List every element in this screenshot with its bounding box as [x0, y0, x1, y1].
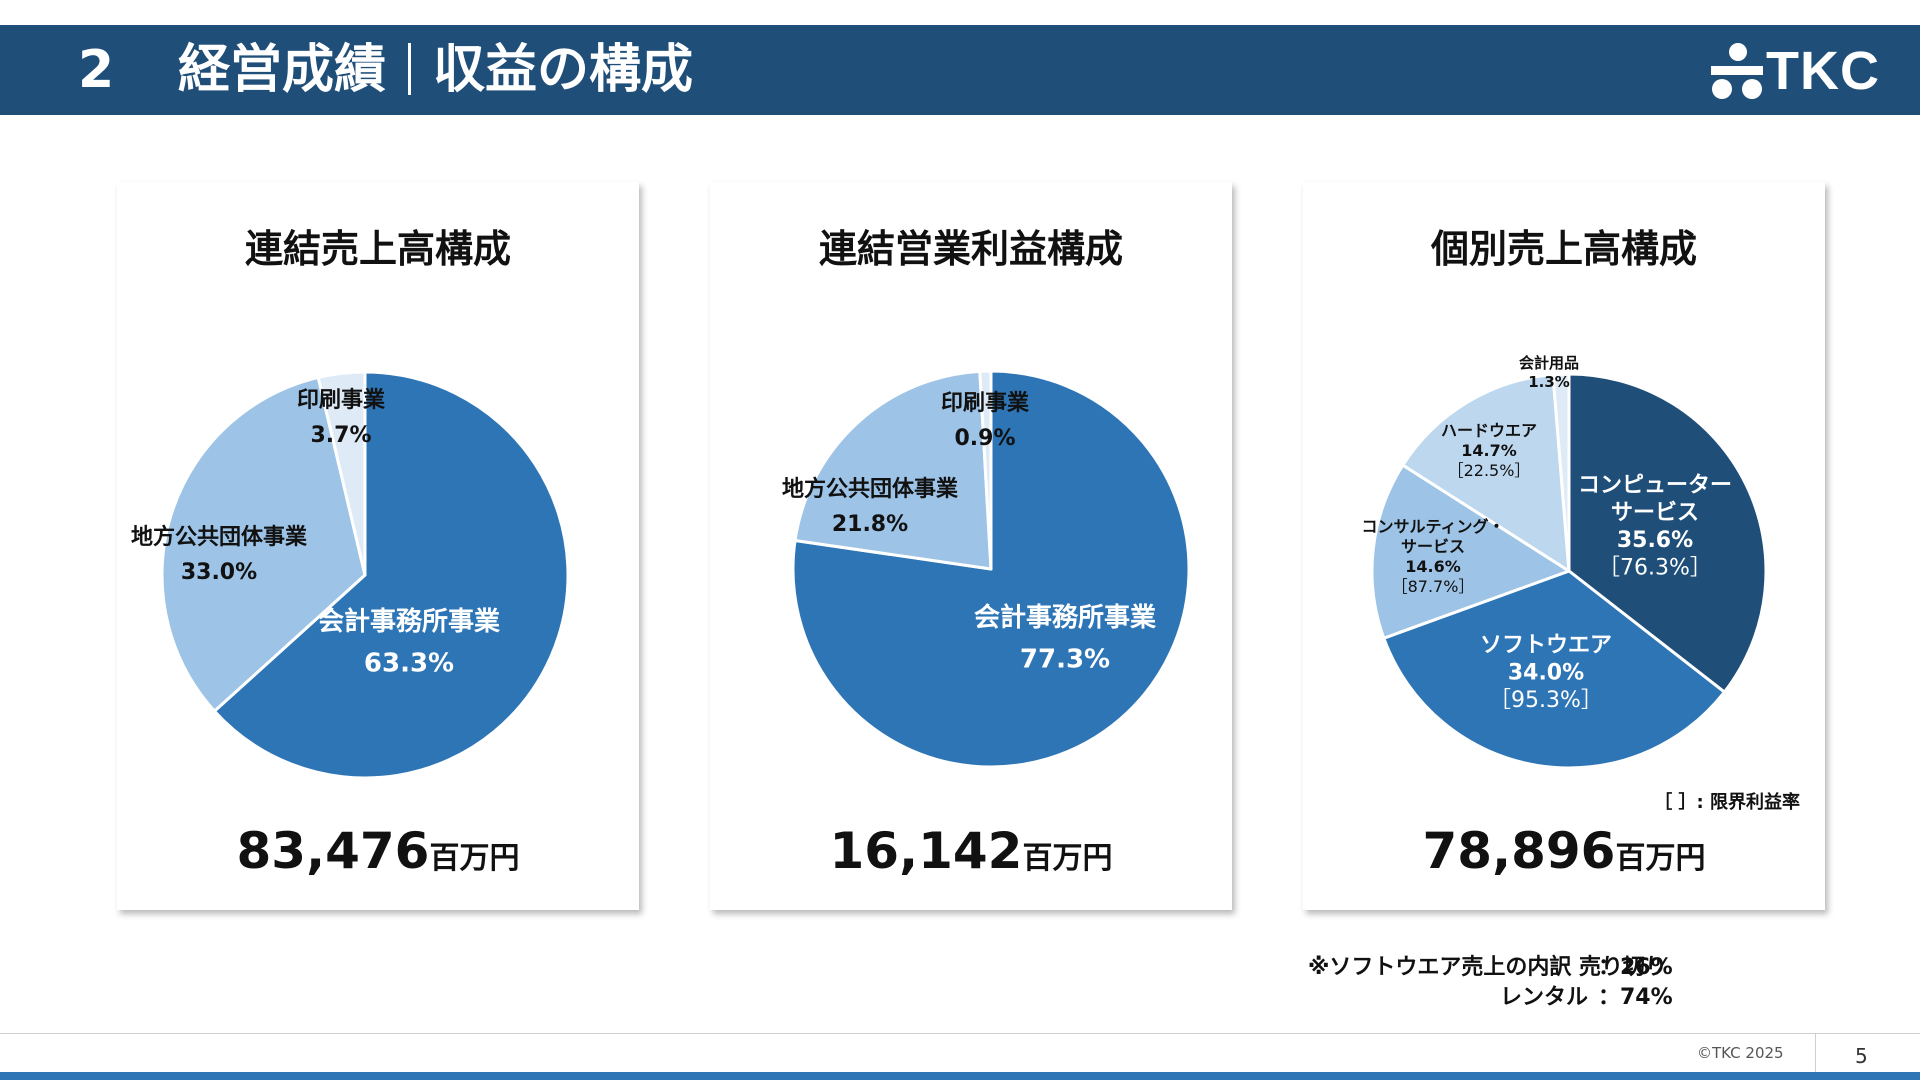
footnote-value: ：26%	[1598, 955, 1673, 980]
logo-mark-icon	[1711, 43, 1763, 99]
slice-name: 会計事務所事業	[318, 606, 500, 637]
header-bar: 2 経営成績 収益の構成 TKC	[0, 25, 1920, 115]
slice-value: 77.3%	[1020, 645, 1110, 675]
pie-chart-consolidated-operating-profit: 会計事務所事業 77.3% 地方公共団体事業 21.8% 印刷事業 0.9%	[782, 369, 1191, 769]
slice-label: 地方公共団体事業 21.8%	[782, 476, 959, 537]
bottom-accent-bar	[0, 1072, 1920, 1080]
total-unit: 百万円	[429, 841, 520, 876]
pie-slice	[1551, 372, 1571, 573]
slice-value: 33.0%	[181, 560, 257, 585]
total-value: 16,142	[829, 822, 1023, 880]
total-unit: 百万円	[1022, 841, 1113, 876]
tkc-logo: TKC	[1708, 40, 1893, 102]
slice-value: 34.0%	[1508, 661, 1584, 686]
slice-margin: ［87.7%］	[1392, 577, 1475, 596]
slice-label: コンサルティング・サービス 14.6%［87.7%］	[1361, 517, 1504, 596]
pie-slice	[212, 370, 570, 780]
slice-value: 35.6%	[1617, 528, 1693, 553]
slice-value: 1.3%	[1528, 373, 1570, 391]
slice-name: 印刷事業	[297, 387, 386, 413]
pie-slice	[160, 375, 367, 713]
chart-total: 78,896百万円	[1303, 822, 1825, 880]
footnote-label: ※ソフトウエア売上の内訳 売り切り	[1308, 955, 1668, 980]
footnote-row: レンタル ：74%	[1308, 983, 1673, 1013]
slice-label: コンピューターサービス 35.6% ［76.3%］	[1578, 473, 1732, 581]
slice-name: 地方公共団体事業	[131, 524, 308, 550]
slice-value: 3.7%	[310, 423, 371, 448]
title-separator	[408, 43, 412, 95]
chart-title: 個別売上高構成	[1430, 227, 1697, 271]
chart-total: 83,476百万円	[117, 822, 639, 880]
slice-value: 0.9%	[954, 426, 1015, 451]
total-value: 83,476	[236, 822, 430, 880]
slice-value: 63.3%	[364, 649, 454, 679]
slice-name: コンピューター	[1578, 473, 1732, 498]
slice-name: サービス	[1611, 501, 1699, 526]
slice-name: ソフトウエア	[1480, 633, 1612, 658]
page-title: 2 経営成績 収益の構成	[78, 25, 693, 115]
footnote-row: ※ソフトウエア売上の内訳 売り切り：26%	[1308, 953, 1673, 983]
pie-slice	[1370, 463, 1571, 640]
footer-separator	[1815, 1033, 1816, 1073]
slice-value: 14.7%	[1461, 441, 1517, 460]
pie-slice	[793, 369, 993, 571]
slice-label: ソフトウエア 34.0%［95.3%］	[1480, 633, 1612, 713]
pie-chart-consolidated-sales: 会計事務所事業 63.3% 地方公共団体事業 33.0% 印刷事業 3.7%	[131, 370, 570, 780]
pie-slice	[1382, 569, 1726, 770]
slice-name: 地方公共団体事業	[782, 476, 959, 502]
slice-value: 21.8%	[832, 512, 908, 537]
slice-margin: ［95.3%］	[1489, 688, 1603, 713]
footnote-label: レンタル	[1499, 985, 1588, 1010]
logo-text: TKC	[1766, 41, 1880, 101]
slice-label: ハードウエア 14.7%［22.5%］	[1441, 421, 1537, 480]
chart-panel-consolidated-operating-profit: 連結営業利益構成 会計事務所事業 77.3% 地方公共団体事業 21.8% 印刷事業 0.…	[710, 182, 1232, 910]
pie-chart-nonconsolidated-sales: コンピューターサービス 35.6%［76.3%］ソフトウエア 34.0%［95.3%…	[1361, 354, 1768, 770]
margin-note: ［ ］: 限界利益率	[1654, 792, 1800, 813]
slice-label: 会計事務所事業 77.3%	[974, 602, 1156, 675]
title-main: 経営成績	[178, 40, 387, 100]
slice-name: 会計事務所事業	[974, 602, 1156, 633]
slice-label: 地方公共団体事業 33.0%	[131, 524, 308, 585]
slice-name: コンサルティング・	[1361, 517, 1504, 536]
chart-total: 16,142百万円	[710, 822, 1232, 880]
slice-label: 印刷事業 3.7%	[297, 387, 386, 448]
slice-margin: ［76.3%］	[1598, 556, 1712, 581]
page-number: 5	[1855, 1044, 1868, 1068]
footnote-value: ：74%	[1598, 985, 1673, 1010]
total-value: 78,896	[1422, 822, 1616, 880]
total-unit: 百万円	[1615, 841, 1706, 876]
slice-name: サービス	[1401, 537, 1465, 556]
chart-panel-nonconsolidated-sales: 個別売上高構成 コンピューターサービス 35.6%［76.3%］ ソフトウエア 34.…	[1303, 182, 1825, 910]
pie-slice	[316, 370, 367, 577]
chart-panel-consolidated-sales: 連結売上高構成 会計事務所事業 63.3% 地方公共団体事業 33.0% 印刷事業 3.7…	[117, 182, 639, 910]
software-sales-breakdown: ※ソフトウエア売上の内訳 売り切り：26% レンタル ：74%	[1308, 953, 1673, 1013]
slice-name: 印刷事業	[941, 390, 1030, 416]
slice-label: 会計事務所事業 63.3%	[318, 606, 500, 679]
slice-value: 14.6%	[1405, 557, 1461, 576]
slice-label: 印刷事業 0.9%	[941, 390, 1030, 451]
slice-name: ハードウエア	[1441, 421, 1537, 440]
chart-title: 連結営業利益構成	[818, 227, 1123, 271]
slice-label: 会計用品 1.3%	[1519, 354, 1579, 391]
footer-divider	[0, 1033, 1920, 1034]
slice-name: 会計用品	[1519, 354, 1579, 372]
title-sub: 収益の構成	[433, 40, 694, 100]
slice-margin: ［22.5%］	[1448, 461, 1531, 480]
pie-slice	[1401, 373, 1571, 573]
copyright: ©TKC 2025	[1697, 1044, 1784, 1062]
pie-slice	[1567, 372, 1768, 694]
section-number: 2	[78, 40, 115, 100]
chart-title: 連結売上高構成	[244, 227, 511, 271]
pie-slice	[978, 369, 993, 571]
